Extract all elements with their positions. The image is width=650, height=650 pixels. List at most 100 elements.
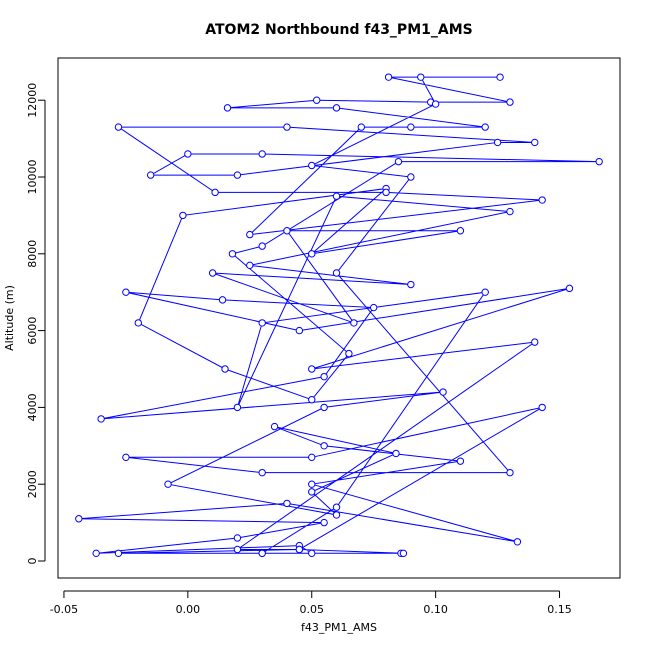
data-point: [531, 338, 539, 346]
data-point: [295, 545, 304, 554]
data-point: [308, 365, 316, 373]
data-point: [233, 403, 242, 412]
data-point: [357, 123, 366, 131]
y-axis-label: Altitude (m): [3, 285, 16, 351]
data-point: [233, 545, 242, 554]
data-point: [320, 442, 328, 450]
x-tick-label: -0.05: [50, 603, 78, 616]
data-point: [228, 250, 237, 258]
data-point: [258, 242, 266, 250]
data-point: [164, 480, 172, 488]
data-point: [513, 538, 522, 546]
data-point: [332, 269, 341, 277]
data-point: [75, 515, 83, 523]
data-point: [394, 157, 403, 166]
data-point: [350, 319, 358, 327]
data-point: [114, 549, 123, 558]
data-point: [312, 96, 321, 104]
y-tick-label: 6000: [26, 317, 39, 345]
data-point: [179, 211, 187, 220]
data-point: [431, 100, 440, 108]
data-point: [382, 188, 390, 197]
data-point: [308, 161, 316, 170]
data-point: [493, 138, 502, 147]
plot-frame: [57, 57, 621, 579]
data-point: [332, 192, 341, 200]
data-point: [369, 303, 378, 312]
data-point: [221, 365, 229, 373]
y-tick-label: 12000: [26, 83, 39, 118]
x-tick-label: 0.05: [299, 603, 324, 616]
data-point: [308, 453, 316, 462]
data-point: [399, 549, 408, 558]
x-axis-label: f43_PM1_AMS: [301, 621, 377, 634]
data-point: [258, 468, 266, 477]
data-point: [92, 549, 100, 558]
data-point: [211, 188, 219, 197]
y-tick-label: 8000: [26, 240, 39, 268]
data-point: [283, 227, 291, 235]
data-point: [283, 123, 291, 131]
data-point: [283, 499, 291, 508]
data-point: [246, 230, 254, 239]
data-point: [332, 511, 341, 519]
data-point: [246, 261, 254, 270]
data-point: [320, 403, 328, 412]
data-point: [506, 98, 514, 106]
data-point: [233, 534, 242, 542]
data-point: [481, 288, 489, 296]
data-point: [134, 319, 142, 327]
x-tick-label: 0.00: [176, 603, 201, 616]
data-point: [320, 372, 328, 381]
data-point: [384, 73, 393, 81]
data-point: [233, 171, 242, 179]
data-point: [332, 503, 341, 511]
data-point: [320, 518, 328, 527]
data-point: [407, 280, 415, 289]
data-point: [538, 403, 546, 412]
data-point: [122, 288, 130, 296]
chart-title: ATOM2 Northbound f43_PM1_AMS: [205, 22, 472, 38]
data-point: [258, 150, 266, 158]
y-tick-label: 2000: [26, 470, 39, 498]
data-point: [146, 171, 155, 179]
data-point: [308, 250, 316, 258]
data-point: [114, 123, 123, 131]
data-point: [531, 138, 539, 147]
data-point: [184, 150, 192, 158]
data-point: [308, 488, 316, 496]
data-point: [223, 104, 232, 112]
data-point: [308, 549, 316, 558]
data-point: [439, 388, 447, 396]
data-point: [407, 173, 415, 181]
y-tick-label: 10000: [26, 159, 39, 194]
y-tick-label: 0: [26, 557, 39, 564]
data-point: [258, 319, 266, 327]
data-point: [270, 422, 279, 431]
data-point: [97, 415, 105, 423]
data-point: [407, 123, 415, 131]
data-point: [506, 468, 514, 477]
data-point: [417, 73, 425, 81]
data-point: [496, 73, 504, 81]
data-point: [595, 157, 603, 166]
data-point: [481, 123, 489, 131]
data-line: [78, 76, 600, 554]
data-point: [258, 549, 266, 558]
data-point: [456, 227, 465, 235]
data-point: [295, 326, 304, 335]
y-tick-label: 4000: [26, 393, 39, 421]
data-point: [345, 349, 353, 358]
data-point: [538, 196, 546, 204]
data-point: [506, 207, 514, 216]
data-point: [565, 284, 574, 293]
data-point: [308, 396, 316, 404]
data-point: [456, 457, 465, 465]
x-tick-label: 0.15: [547, 603, 572, 616]
data-point: [308, 480, 316, 488]
data-point: [122, 453, 130, 462]
x-tick-label: 0.10: [423, 603, 448, 616]
data-point: [392, 449, 400, 458]
